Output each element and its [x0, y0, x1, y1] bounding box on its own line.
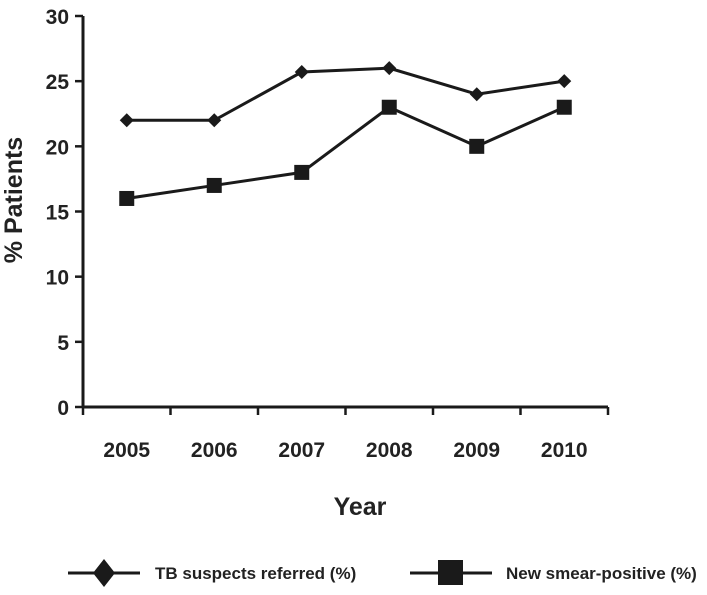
legend-square-icon	[438, 560, 463, 585]
legend: TB suspects referred (%) New smear-posit…	[68, 559, 697, 587]
series-layer	[119, 61, 572, 206]
data-point-diamond	[557, 74, 572, 89]
x-axis-title: Year	[334, 493, 387, 521]
y-tick-label: 5	[57, 332, 69, 355]
data-point-square	[119, 190, 135, 206]
y-axis: 0 5 10 15 20 25 30	[46, 6, 85, 420]
data-point-square	[206, 177, 222, 193]
x-axis: 2005 2006 2007 2008 2009 2010	[81, 405, 610, 462]
y-tick-label: 25	[46, 71, 70, 94]
data-point-square	[381, 99, 397, 115]
x-tick-label: 2010	[541, 439, 588, 462]
data-point-square	[556, 99, 572, 115]
legend-label-new-smear-positive: New smear-positive (%)	[506, 564, 697, 583]
x-tick-label: 2009	[453, 439, 500, 462]
series-line	[126, 105, 565, 200]
y-tick-label: 30	[46, 6, 69, 29]
legend-diamond-icon	[93, 559, 115, 587]
data-point-diamond	[469, 87, 484, 102]
data-point-square	[294, 164, 310, 180]
x-tick-label: 2005	[103, 439, 150, 462]
legend-item-tb-suspects: TB suspects referred (%)	[68, 559, 356, 587]
x-tick-label: 2007	[278, 439, 325, 462]
y-tick-label: 0	[57, 397, 69, 420]
series-1	[119, 99, 572, 206]
legend-item-new-smear-positive: New smear-positive (%)	[410, 560, 697, 585]
y-tick-label: 15	[46, 202, 70, 225]
y-tick-label: 10	[46, 267, 69, 290]
y-axis-title: % Patients	[0, 137, 28, 263]
y-tick-label: 20	[46, 136, 69, 159]
data-point-square	[469, 138, 485, 154]
x-tick-label: 2008	[366, 439, 413, 462]
legend-label-tb-suspects: TB suspects referred (%)	[155, 564, 356, 583]
x-tick-label: 2006	[191, 439, 238, 462]
data-point-diamond	[294, 65, 309, 80]
series-line	[126, 66, 565, 122]
data-point-diamond	[382, 61, 397, 76]
series-0	[119, 61, 572, 128]
data-point-diamond	[119, 113, 134, 128]
data-point-diamond	[207, 113, 222, 128]
